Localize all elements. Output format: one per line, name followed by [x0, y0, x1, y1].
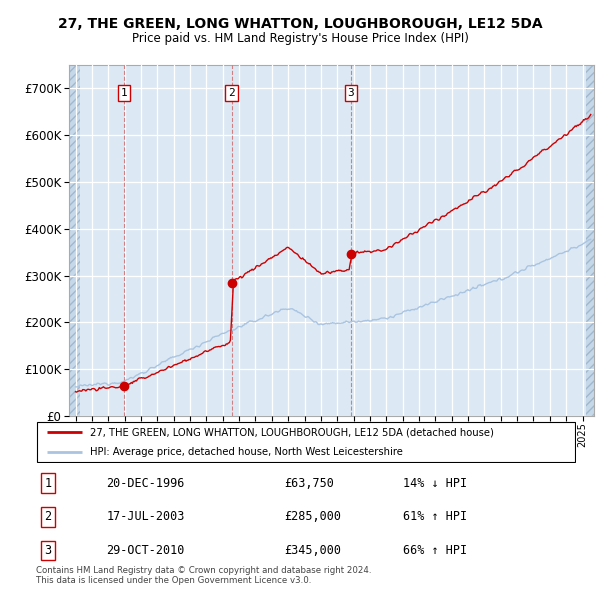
Text: Price paid vs. HM Land Registry's House Price Index (HPI): Price paid vs. HM Land Registry's House … [131, 32, 469, 45]
Text: 2: 2 [44, 510, 52, 523]
Text: £63,750: £63,750 [284, 477, 334, 490]
Text: 1: 1 [44, 477, 52, 490]
Text: 14% ↓ HPI: 14% ↓ HPI [403, 477, 467, 490]
Text: 1: 1 [121, 88, 127, 98]
Text: Contains HM Land Registry data © Crown copyright and database right 2024.
This d: Contains HM Land Registry data © Crown c… [36, 566, 371, 585]
Text: HPI: Average price, detached house, North West Leicestershire: HPI: Average price, detached house, Nort… [90, 447, 403, 457]
Text: £345,000: £345,000 [284, 544, 341, 557]
Text: 29-OCT-2010: 29-OCT-2010 [106, 544, 185, 557]
Text: 20-DEC-1996: 20-DEC-1996 [106, 477, 185, 490]
Text: 61% ↑ HPI: 61% ↑ HPI [403, 510, 467, 523]
Text: 27, THE GREEN, LONG WHATTON, LOUGHBOROUGH, LE12 5DA: 27, THE GREEN, LONG WHATTON, LOUGHBOROUG… [58, 17, 542, 31]
Text: 2: 2 [228, 88, 235, 98]
Text: £285,000: £285,000 [284, 510, 341, 523]
Text: 3: 3 [44, 544, 52, 557]
Text: 66% ↑ HPI: 66% ↑ HPI [403, 544, 467, 557]
Text: 17-JUL-2003: 17-JUL-2003 [106, 510, 185, 523]
Text: 3: 3 [347, 88, 354, 98]
Bar [586, 65, 594, 416]
Bar [69, 65, 80, 416]
Text: 27, THE GREEN, LONG WHATTON, LOUGHBOROUGH, LE12 5DA (detached house): 27, THE GREEN, LONG WHATTON, LOUGHBOROUG… [90, 427, 494, 437]
